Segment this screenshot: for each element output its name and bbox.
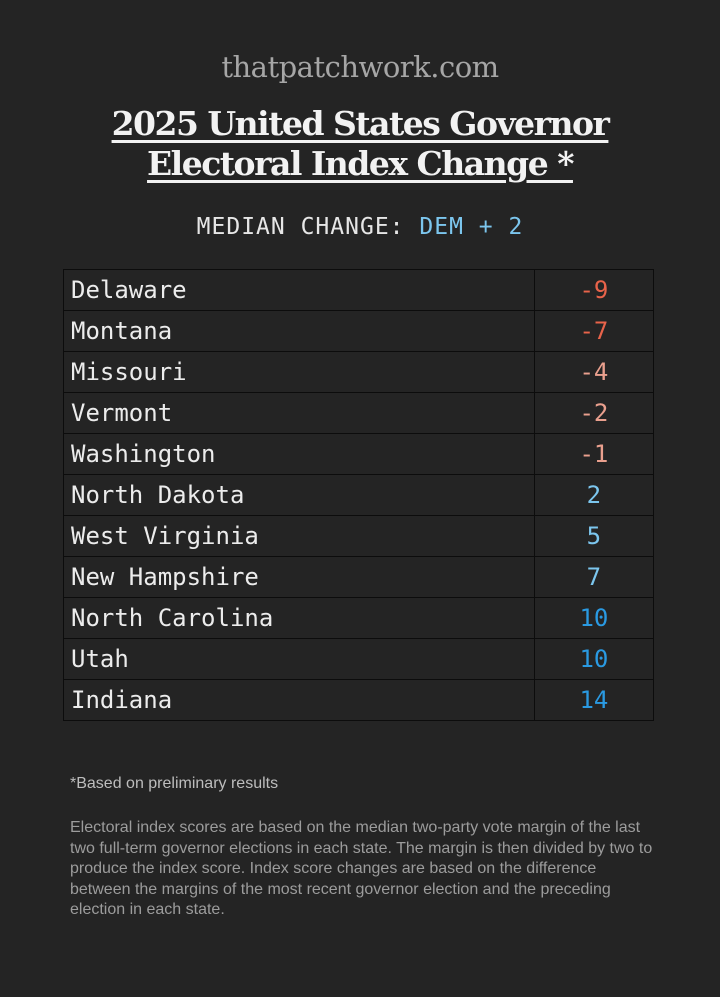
table-row: Vermont -2 xyxy=(63,392,655,434)
median-change: MEDIAN CHANGE: DEM + 2 xyxy=(0,214,720,240)
site-name: thatpatchwork.com xyxy=(221,50,499,84)
page-title: 2025 United States Governor Electoral In… xyxy=(0,104,720,184)
state-name: North Carolina xyxy=(63,597,535,639)
table-row: North Dakota 2 xyxy=(63,474,655,516)
table-row: Utah 10 xyxy=(63,638,655,680)
index-change-value: 10 xyxy=(533,597,655,639)
index-change-value: 5 xyxy=(533,515,655,557)
index-change-value: -9 xyxy=(533,269,655,311)
state-name: New Hampshire xyxy=(63,556,535,598)
title-line-1: 2025 United States Governor xyxy=(111,104,610,143)
title-line-2: Electoral Index Change * xyxy=(147,144,574,183)
table-body: Delaware -9 Montana -7 Missouri -4 Vermont -2 Wa… xyxy=(63,269,655,721)
state-name: Montana xyxy=(63,310,535,352)
table-row: Montana -7 xyxy=(63,310,655,352)
median-value: DEM + 2 xyxy=(419,214,524,240)
index-change-value: 14 xyxy=(533,679,655,721)
state-name: West Virginia xyxy=(63,515,535,557)
state-name: North Dakota xyxy=(63,474,535,516)
index-change-value: -2 xyxy=(533,392,655,434)
table-row: North Carolina 10 xyxy=(63,597,655,639)
index-change-value: -4 xyxy=(533,351,655,393)
state-name: Indiana xyxy=(63,679,535,721)
state-name: Washington xyxy=(63,433,535,475)
index-change-value: 10 xyxy=(533,638,655,680)
median-label: MEDIAN CHANGE: xyxy=(196,214,405,240)
index-change-value: 7 xyxy=(533,556,655,598)
table-row: Missouri -4 xyxy=(63,351,655,393)
index-change-table: Delaware -9 Montana -7 Missouri -4 Vermont -2 Wa… xyxy=(63,269,655,721)
state-name: Delaware xyxy=(63,269,535,311)
table-row: New Hampshire 7 xyxy=(63,556,655,598)
table-row: Indiana 14 xyxy=(63,679,655,721)
state-name: Vermont xyxy=(63,392,535,434)
state-name: Missouri xyxy=(63,351,535,393)
state-name: Utah xyxy=(63,638,535,680)
footnote: *Based on preliminary results xyxy=(70,775,279,792)
index-change-value: -1 xyxy=(533,433,655,475)
table-row: West Virginia 5 xyxy=(63,515,655,557)
table-row: Washington -1 xyxy=(63,433,655,475)
index-change-value: -7 xyxy=(533,310,655,352)
index-change-value: 2 xyxy=(533,474,655,516)
description: Electoral index scores are based on the … xyxy=(70,819,653,918)
table-row: Delaware -9 xyxy=(63,269,655,311)
